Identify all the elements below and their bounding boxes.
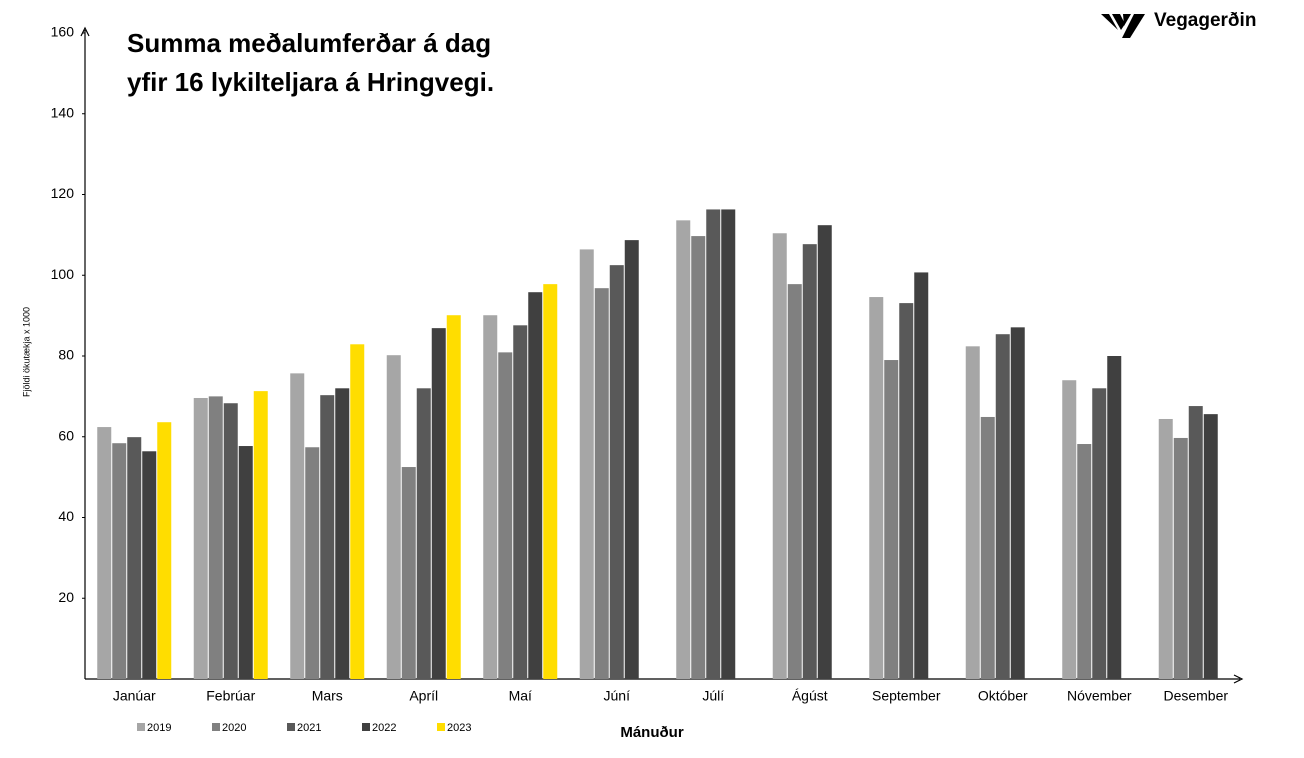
bar (157, 422, 172, 679)
bar (995, 334, 1010, 679)
bar (721, 209, 736, 679)
bar (127, 437, 142, 679)
bar (772, 233, 787, 679)
bar (1010, 327, 1025, 679)
legend-label: 2022 (372, 722, 396, 734)
bar (1107, 356, 1122, 679)
bar (676, 220, 691, 679)
bar (802, 244, 817, 679)
bar (142, 451, 157, 679)
bar (817, 225, 832, 679)
legend-label: 2023 (447, 722, 471, 734)
legend-label: 2020 (222, 722, 246, 734)
legend-swatch (287, 723, 295, 731)
bar (543, 284, 558, 679)
x-tick-label: September (872, 688, 941, 704)
bar (609, 265, 624, 679)
legend-swatch (137, 723, 145, 731)
bar (401, 467, 416, 679)
bar (579, 249, 594, 679)
logo-mark (1101, 14, 1145, 38)
bar (899, 303, 914, 679)
bar (513, 325, 528, 679)
bar (1158, 418, 1173, 679)
x-tick-label: Febrúar (206, 688, 255, 704)
legend-swatch (437, 723, 445, 731)
legend-label: 2021 (297, 722, 321, 734)
x-axis-label: Mánuður (620, 724, 683, 741)
bar (416, 388, 431, 679)
bar (498, 352, 513, 679)
bar (914, 272, 929, 679)
y-tick-label: 60 (58, 427, 74, 443)
bar (483, 315, 498, 679)
y-tick-label: 140 (51, 104, 75, 120)
bar (253, 391, 268, 679)
bar (869, 297, 884, 679)
chart-title-line: yfir 16 lykilteljara á Hringvegi. (127, 67, 494, 97)
bar (706, 209, 721, 679)
bar (1077, 444, 1092, 679)
bar (594, 288, 609, 679)
x-tick-label: Apríl (409, 688, 438, 704)
brand-logo: Vegagerðin (1101, 10, 1256, 38)
bar (290, 373, 305, 679)
x-tick-label: Nóvember (1067, 688, 1132, 704)
bar (1188, 406, 1203, 679)
y-tick-label: 80 (58, 347, 74, 363)
bar (446, 315, 461, 679)
x-tick-label: Júlí (702, 688, 724, 704)
bar (624, 240, 639, 679)
legend-swatch (212, 723, 220, 731)
bar (1092, 388, 1107, 679)
y-tick-label: 100 (51, 266, 75, 282)
x-tick-label: Desember (1163, 688, 1228, 704)
bar (691, 236, 706, 679)
bar (208, 396, 223, 679)
x-tick-label: Október (978, 688, 1028, 704)
y-tick-label: 20 (58, 589, 74, 605)
bar (350, 344, 365, 679)
bar (223, 403, 238, 679)
bar (965, 346, 980, 679)
x-axis-arrow (1233, 674, 1244, 684)
brand-name: Vegagerðin (1154, 10, 1256, 31)
chart-title-line: Summa meðalumferðar á dag (127, 28, 491, 58)
bar (305, 447, 320, 679)
x-tick-label: Júní (604, 688, 631, 704)
bar (193, 397, 208, 679)
y-tick-label: 120 (51, 185, 75, 201)
bar (980, 416, 995, 679)
legend-swatch (362, 723, 370, 731)
bar (320, 395, 335, 679)
bar (335, 388, 350, 679)
x-tick-label: Janúar (113, 688, 156, 704)
bar (431, 328, 446, 679)
bar (112, 443, 127, 679)
y-tick-label: 40 (58, 508, 74, 524)
bar (386, 355, 401, 679)
y-tick-label: 160 (51, 24, 75, 40)
x-tick-label: Maí (509, 688, 532, 704)
bar (528, 292, 543, 679)
x-tick-label: Ágúst (792, 688, 828, 704)
bar (97, 427, 112, 679)
bar (884, 360, 899, 679)
bar (1062, 380, 1077, 679)
x-tick-label: Mars (312, 688, 343, 704)
bar (1203, 414, 1218, 679)
bar (787, 284, 802, 679)
bar (1173, 437, 1188, 679)
bar (238, 446, 253, 679)
legend-label: 2019 (147, 722, 171, 734)
y-axis-label: Fjöldi ökutækja x 1000 (21, 307, 31, 397)
